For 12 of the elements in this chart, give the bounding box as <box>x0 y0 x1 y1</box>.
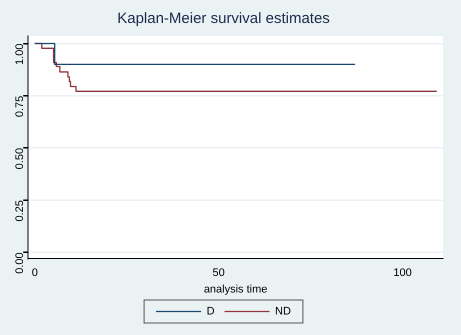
y-tick-label: 0.25 <box>14 200 26 222</box>
x-tick-label: 100 <box>393 267 412 280</box>
x-tick-label: 0 <box>32 267 38 280</box>
y-tick-label: 0.00 <box>14 252 26 274</box>
x-tick-label: 50 <box>212 267 225 280</box>
y-tick-label: 1.00 <box>14 44 26 65</box>
chart-title: Kaplan-Meier survival estimates <box>117 10 330 28</box>
y-tick-label: 0.50 <box>14 148 26 170</box>
legend-label: D <box>206 306 215 318</box>
y-tick-label: 0.75 <box>14 96 26 118</box>
legend-label: ND <box>275 306 291 318</box>
x-axis-title: analysis time <box>204 283 268 296</box>
